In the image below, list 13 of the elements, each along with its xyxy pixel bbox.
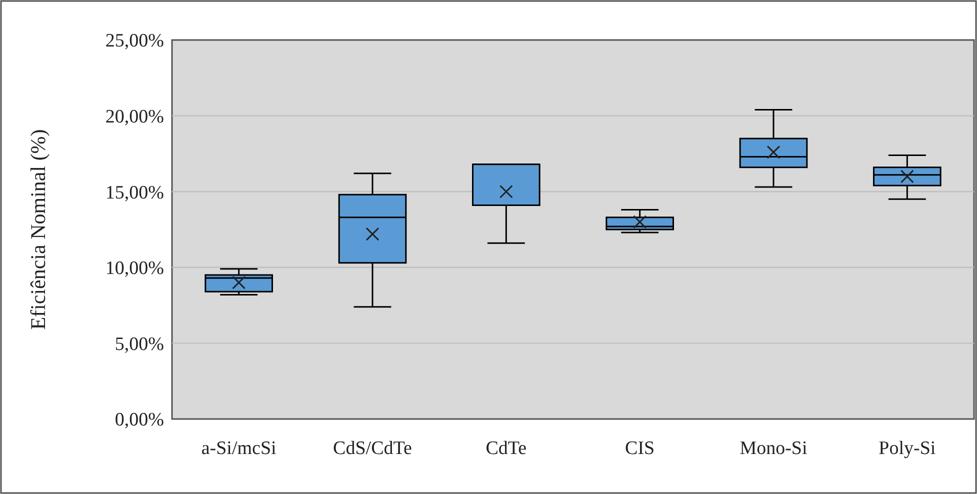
x-tick-label: a-Si/mcSi [201, 438, 276, 459]
y-tick-label: 20,00% [105, 106, 164, 128]
y-tick-label: 5,00% [114, 334, 164, 355]
y-tick-label: 0,00% [114, 410, 164, 431]
y-tick-label: 10,00% [105, 258, 164, 280]
y-tick-label: 25,00% [105, 30, 164, 52]
x-tick-label: CIS [625, 438, 655, 459]
x-tick-label: Poly-Si [878, 438, 936, 459]
x-tick-label: CdTe [486, 438, 527, 459]
y-axis-title: Eficiência Nominal (%) [26, 129, 50, 330]
x-tick-label: Mono-Si [740, 438, 808, 459]
x-tick-label: CdS/CdTe [333, 438, 412, 459]
y-tick-label: 15,00% [105, 182, 164, 204]
